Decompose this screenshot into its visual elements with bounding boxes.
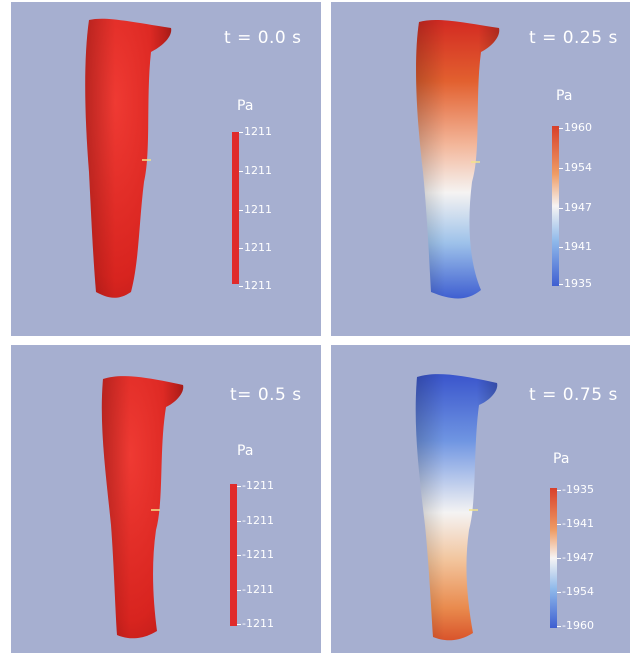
tick-label: 1960 — [559, 121, 592, 134]
unit-label: Pa — [237, 98, 254, 114]
colorbar — [552, 126, 559, 286]
time-label: t = 0.75 s — [529, 385, 618, 405]
panel-t025: t = 0.25 s Pa 1960 1954 1947 1941 1935 — [331, 2, 630, 336]
tick-label: 1954 — [559, 161, 592, 174]
vessel-model — [85, 18, 172, 298]
panel-t075: t = 0.75 s Pa -1935 -1941 -1947 -1954 -1… — [331, 345, 630, 653]
panel-t05: t= 0.5 s Pa -1211 -1211 -1211 -1211 -121… — [11, 345, 321, 653]
tick-label: -1935 — [557, 483, 594, 496]
colorbar — [230, 484, 237, 626]
tick-label: 1935 — [559, 277, 592, 290]
tick-label: -1954 — [557, 585, 594, 598]
tick-label: -1211 — [237, 583, 274, 596]
colorbar — [550, 488, 557, 628]
tick-label: -1211 — [237, 479, 274, 492]
tick-label: 1211 — [239, 125, 272, 138]
unit-label: Pa — [553, 451, 570, 467]
tick-label: 1211 — [239, 203, 272, 216]
colorbar — [232, 132, 239, 284]
tick-label: -1947 — [557, 551, 594, 564]
time-label: t = 0.25 s — [529, 28, 618, 48]
unit-label: Pa — [556, 88, 573, 104]
time-label: t= 0.5 s — [230, 385, 302, 405]
tick-label: 1211 — [239, 279, 272, 292]
vessel-model — [415, 374, 498, 641]
unit-label: Pa — [237, 443, 254, 459]
tick-label: -1211 — [237, 548, 274, 561]
vessel-model — [416, 19, 500, 299]
vessel-model — [101, 376, 184, 639]
tick-label: -1211 — [237, 617, 274, 630]
tick-label: 1941 — [559, 240, 592, 253]
tick-label: -1211 — [237, 514, 274, 527]
tick-label: 1211 — [239, 164, 272, 177]
tick-label: 1947 — [559, 201, 592, 214]
tick-label: -1960 — [557, 619, 594, 632]
time-label: t = 0.0 s — [224, 28, 302, 48]
tick-label: -1941 — [557, 517, 594, 530]
tick-label: 1211 — [239, 241, 272, 254]
panel-t0: t = 0.0 s Pa 1211 1211 1211 1211 1211 — [11, 2, 321, 336]
